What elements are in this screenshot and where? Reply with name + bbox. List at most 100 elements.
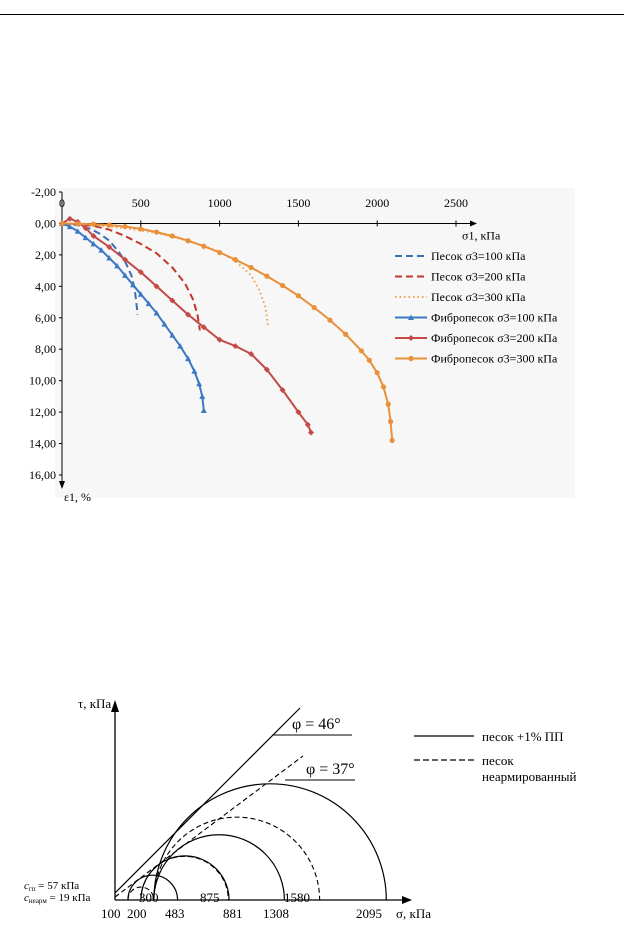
data-point (200, 324, 207, 331)
x-tick-label: 2500 (444, 196, 468, 210)
series-line (61, 222, 201, 331)
data-point (129, 281, 136, 288)
sigma-axis-label: σ, кПа (396, 906, 431, 921)
y-tick-label: 6,00 (35, 311, 56, 325)
data-point (66, 223, 73, 230)
data-point (295, 409, 302, 416)
sigma-tick-label: 1308 (263, 906, 289, 921)
chart-background (55, 188, 575, 498)
y-tick-label: 0,00 (35, 216, 56, 230)
intercept-label: cнеарм = 19 кПа (24, 892, 91, 905)
data-point (327, 317, 333, 323)
x-tick-label: 500 (132, 196, 150, 210)
data-point (374, 370, 380, 376)
data-point (191, 368, 198, 374)
legend-item: Фибропесок σ3=100 кПа (395, 311, 558, 325)
data-point (106, 222, 112, 228)
chart-legend: Песок σ3=100 кПа Песок σ3=200 кПа Песок σ3… (395, 249, 558, 366)
data-point (308, 429, 315, 436)
data-point (169, 332, 176, 338)
series-4 (59, 220, 207, 414)
data-point (90, 221, 97, 227)
legend-item: Фибропесок σ3=200 кПа (395, 331, 558, 345)
y-axis-title: ε1, % (64, 490, 91, 504)
legend-item: Песок σ3=100 кПа (395, 249, 526, 263)
data-point (90, 240, 97, 247)
data-point (169, 233, 175, 239)
legend-label: Фибропесок σ3=100 кПа (431, 311, 558, 325)
data-point (75, 221, 81, 227)
y-tick-label: 16,00 (29, 468, 56, 482)
envelope-reinforced (114, 707, 301, 894)
legend-item: Песок σ3=200 кПа (395, 270, 526, 284)
data-point (185, 311, 192, 318)
data-point (216, 336, 223, 343)
data-point (114, 262, 121, 269)
legend-marker (408, 335, 414, 341)
x-axis-arrow (470, 220, 477, 227)
mohr-circle-reinforced (153, 834, 285, 901)
data-point (389, 437, 395, 444)
y-axis-arrow (59, 481, 65, 489)
data-point (106, 255, 113, 261)
x-tick-label: 1000 (208, 196, 232, 210)
y-tick-label: 2,00 (35, 248, 56, 262)
y-tick-label: 10,00 (29, 374, 56, 388)
legend-label-dashed: песок (482, 753, 514, 768)
data-point (196, 380, 203, 387)
data-point (82, 234, 89, 241)
data-point (279, 387, 286, 394)
data-point (153, 310, 160, 316)
legend-label: Песок σ3=300 кПа (431, 290, 526, 304)
data-point (153, 229, 160, 235)
y-tick-label: 8,00 (35, 342, 56, 356)
envelope-unreinforced (114, 755, 304, 898)
sigma-tick-label: 100 (101, 906, 121, 921)
intercept-label: cгп = 57 кПа (24, 880, 79, 893)
data-point (185, 355, 192, 362)
sigma-axis-arrow (402, 896, 412, 904)
x-axis-title: σ1, кПа (462, 228, 501, 242)
mohr-diagram-group: τ, кПа σ, кПа φ = 46° φ = 37° cгп = 57 кПаcн… (24, 696, 577, 921)
data-point (185, 238, 191, 244)
legend-label: Песок σ3=200 кПа (431, 270, 526, 284)
sigma-tick-label: 300 (139, 890, 159, 905)
data-point (169, 297, 176, 304)
sigma-tick-label: 483 (165, 906, 185, 921)
mohr-circle-unreinforced (140, 855, 229, 901)
legend-label: Фибропесок σ3=200 кПа (431, 331, 558, 345)
data-point (263, 366, 270, 373)
data-point (217, 249, 223, 256)
data-point (66, 215, 73, 222)
data-point (232, 257, 238, 263)
mohr-circle-unreinforced (153, 816, 321, 901)
data-point (264, 273, 270, 279)
data-point (343, 331, 349, 337)
data-point (82, 225, 89, 232)
sigma-tick-label: 1580 (284, 890, 310, 905)
legend-label: Фибропесок σ3=300 кПа (431, 352, 558, 366)
data-point (387, 418, 394, 425)
legend-item: Песок σ3=300 кПа (395, 290, 526, 304)
page-top-rule (0, 14, 624, 15)
data-point (232, 343, 239, 350)
data-point (280, 282, 286, 289)
x-tick-label: 2000 (365, 196, 389, 210)
data-point (98, 247, 105, 253)
y-tick-label: 4,00 (35, 279, 56, 293)
data-point (153, 283, 160, 290)
data-point (138, 226, 144, 232)
data-point (248, 264, 254, 271)
data-point (380, 384, 387, 390)
legend-item: Фибропесок σ3=300 кПа (395, 352, 558, 366)
data-point (311, 304, 317, 311)
y-tick-label: 14,00 (29, 437, 56, 451)
data-point (366, 357, 372, 363)
mohr-circle-reinforced (127, 874, 179, 901)
series-6 (59, 220, 395, 444)
data-point (74, 228, 81, 234)
data-point (122, 223, 128, 230)
angle-label-37: φ = 37° (306, 761, 355, 778)
data-point (90, 233, 97, 240)
y-tick-label: 12,00 (29, 405, 56, 419)
